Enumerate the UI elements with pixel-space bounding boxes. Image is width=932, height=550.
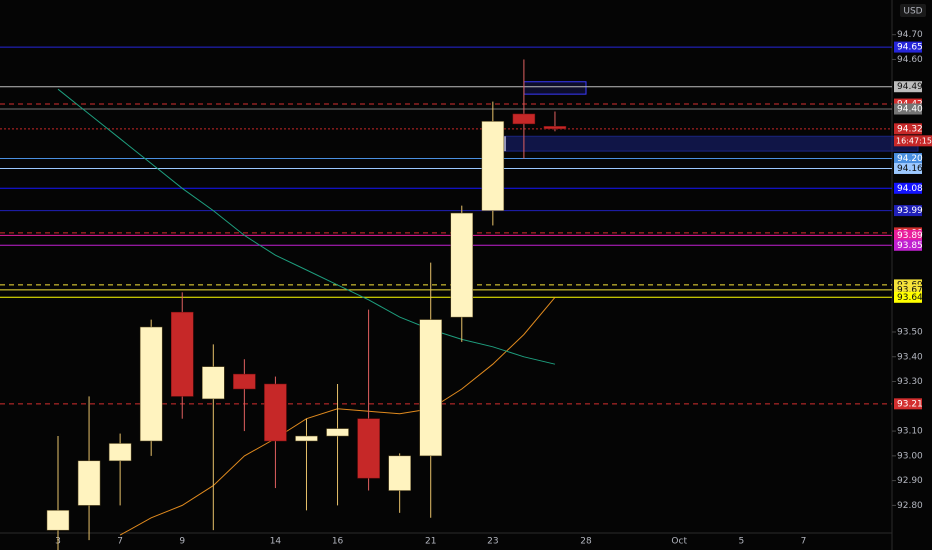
x-tick-label: 23 — [487, 537, 498, 547]
candle-body — [170, 311, 194, 397]
price-tag — [894, 41, 922, 53]
price-tag-label: 93.99 — [897, 206, 923, 216]
x-tick-label: 16 — [332, 537, 344, 547]
price-tag — [894, 123, 922, 135]
y-tick-label: 93.30 — [897, 377, 923, 387]
y-tick-label: 94.60 — [897, 55, 923, 65]
x-tick-label: 7 — [117, 537, 123, 547]
price-tag-label: 93.89 — [897, 231, 923, 241]
price-tag — [894, 162, 922, 174]
candle-body — [295, 435, 318, 442]
candle-body — [264, 383, 287, 442]
y-tick-label: 92.90 — [897, 476, 923, 486]
candle-body — [419, 319, 442, 457]
price-tag-label: 94.40 — [897, 105, 923, 115]
price-tag-label: 93.21 — [897, 399, 923, 409]
price-tag-label: 94.16 — [897, 164, 923, 174]
price-tag — [894, 284, 922, 296]
countdown: 16:47:15 — [896, 136, 932, 145]
candle-body — [357, 418, 380, 479]
price-tag — [894, 229, 922, 241]
y-tick-label: 93.10 — [897, 427, 923, 437]
y-tick-label: 94.70 — [897, 30, 923, 40]
candle-body — [233, 373, 256, 390]
x-tick-label: 9 — [179, 537, 185, 547]
candle-body — [326, 428, 349, 437]
x-tick-label: 28 — [580, 537, 592, 547]
moving-average — [57, 88, 556, 365]
candle-body — [481, 121, 505, 211]
y-tick-label: 92.80 — [897, 501, 923, 511]
x-tick-label: 14 — [270, 537, 282, 547]
price-tag — [894, 239, 922, 251]
price-tag — [894, 398, 922, 410]
price-tag — [894, 153, 922, 165]
price-tag — [894, 81, 922, 93]
candle-body — [77, 460, 101, 506]
y-tick-label: 93.40 — [897, 352, 923, 362]
price-tag — [894, 291, 922, 303]
x-tick-label: 5 — [738, 537, 744, 547]
price-tag-label: 94.08 — [897, 184, 923, 194]
x-tick-label: Oct — [671, 537, 687, 547]
currency: USD — [903, 7, 922, 17]
candle-body — [202, 366, 225, 400]
candle-body — [46, 510, 70, 531]
price-tag-label: 94.65 — [897, 43, 923, 53]
candle-body — [139, 326, 163, 442]
candle-body — [512, 113, 536, 125]
candle-body — [543, 126, 567, 130]
price-tag-label: 94.20 — [897, 154, 923, 164]
price-tag — [894, 205, 922, 217]
price-tag-label: 94.32 — [897, 124, 923, 134]
candle-body — [108, 443, 132, 462]
price-tag-label: 94.49 — [897, 82, 923, 92]
price-tag-label: 93.64 — [897, 293, 923, 303]
x-tick-label: 7 — [801, 537, 807, 547]
y-tick-label: 93.50 — [897, 327, 923, 337]
zone — [523, 81, 587, 95]
price-tag — [894, 182, 922, 194]
x-tick-label: 21 — [425, 537, 436, 547]
price-tag — [894, 103, 922, 115]
countdown-box — [894, 135, 932, 147]
candle-body — [388, 455, 411, 491]
zone — [493, 135, 919, 152]
currency-box — [900, 4, 926, 17]
price-tag-label: 93.67 — [897, 285, 923, 295]
y-tick-label: 93.00 — [897, 451, 923, 461]
price-tag-label: 93.85 — [897, 241, 923, 251]
candle-body — [450, 212, 474, 318]
